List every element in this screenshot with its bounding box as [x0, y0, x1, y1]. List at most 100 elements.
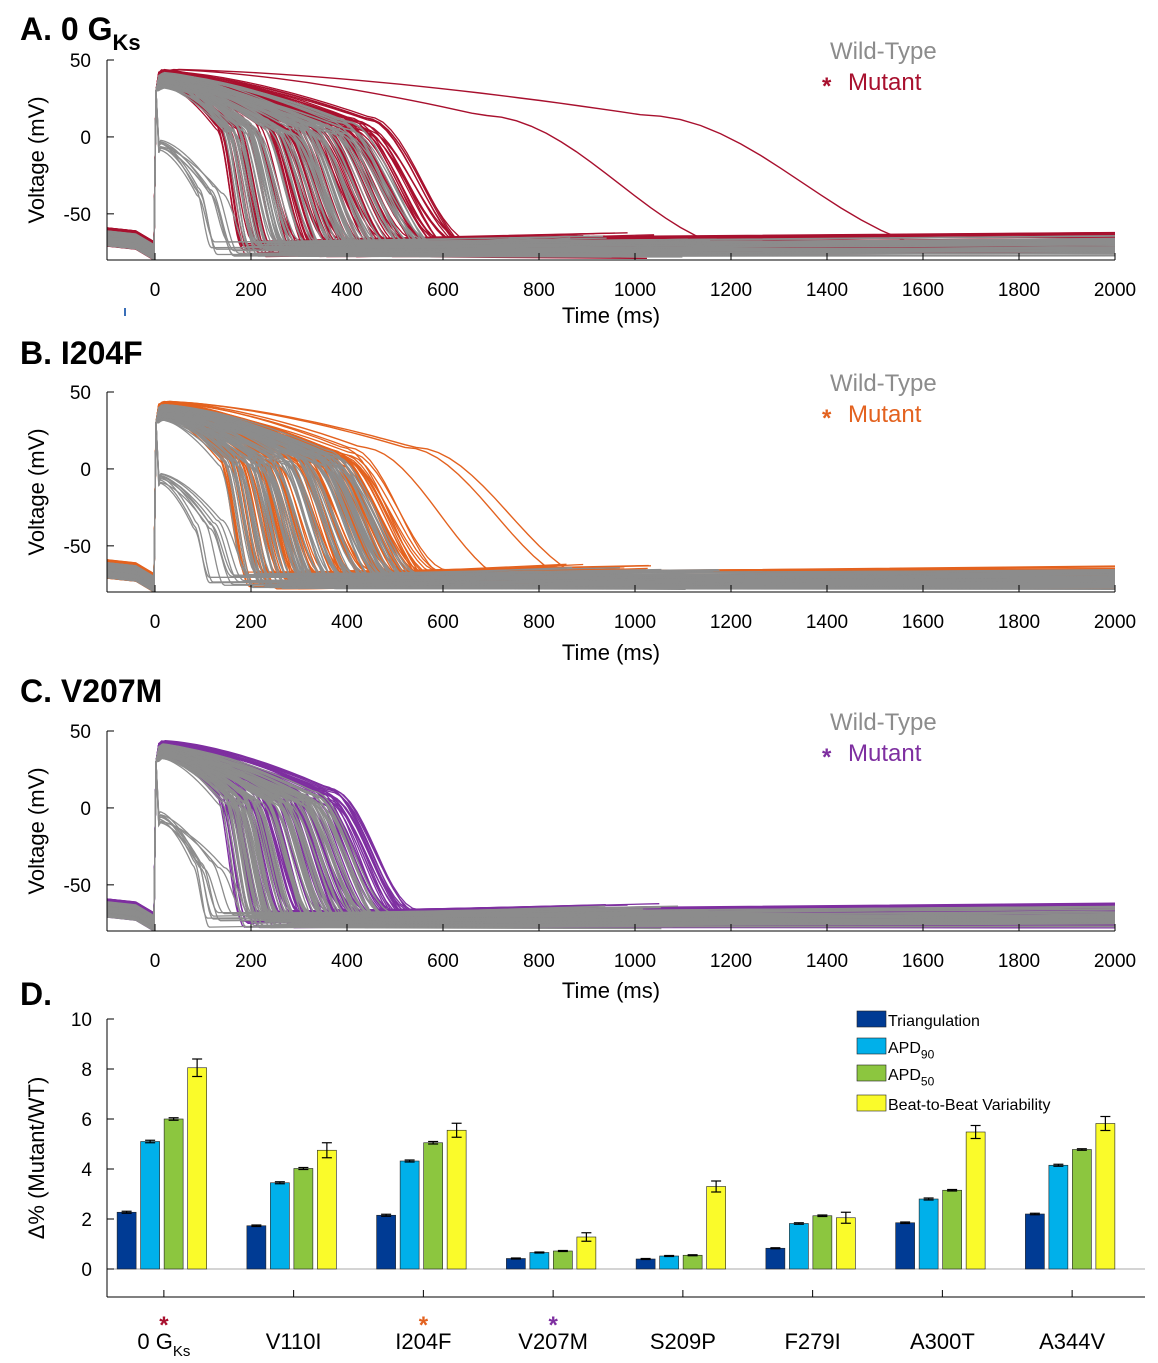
legend-label: Beat-to-Beat Variability — [888, 1097, 1050, 1114]
bar-group — [246, 1142, 337, 1270]
bar-group — [116, 1058, 207, 1270]
legend-swatch — [856, 1037, 887, 1055]
panel-label: C. V207M — [20, 673, 162, 709]
category-star: * — [548, 1312, 558, 1339]
legend-mutant: Mutant — [848, 69, 922, 96]
wildtype-trace — [107, 754, 1115, 927]
x-tick-label: 1400 — [806, 612, 848, 633]
mutant-trace — [107, 401, 623, 583]
x-tick-label-main: S209P — [650, 1329, 716, 1354]
x-tick-label: 1400 — [806, 951, 848, 972]
wildtype-trace — [107, 744, 1115, 924]
wildtype-trace — [107, 90, 617, 255]
wildtype-trace — [107, 746, 1115, 927]
y-axis-label: Δ% (Mutant/WT) — [24, 1077, 49, 1240]
x-axis-label: Time (ms) — [562, 303, 660, 328]
wildtype-trace — [107, 71, 1115, 253]
y-tick-label: 4 — [81, 1160, 92, 1181]
bar — [187, 1067, 207, 1270]
x-tick-label: 400 — [331, 612, 363, 633]
y-tick-label: -50 — [64, 876, 91, 897]
panel-label-main: A. 0 G — [20, 11, 112, 47]
bar-group — [895, 1124, 986, 1270]
wildtype-trace — [107, 81, 1115, 248]
mutant-outlier-trace — [107, 400, 1115, 588]
bar — [553, 1250, 573, 1270]
x-tick-label: 1000 — [614, 280, 656, 301]
wildtype-trace — [107, 422, 1115, 582]
x-axis-label: Time (ms) — [562, 640, 660, 665]
x-tick-label: 200 — [235, 612, 267, 633]
x-tick-label: 0 — [150, 280, 161, 301]
wildtype-trace — [107, 757, 668, 925]
x-tick-label: 2000 — [1094, 951, 1136, 972]
legend-label: Triangulation — [888, 1013, 980, 1030]
wildtype-trace — [107, 79, 672, 260]
x-tick-label: 1200 — [710, 951, 752, 972]
wildtype-trace — [107, 78, 591, 251]
legend: Wild-Type * Mutant — [822, 370, 937, 432]
x-tick-label: 1200 — [710, 612, 752, 633]
wildtype-trace — [107, 751, 708, 921]
x-tick-label: 0 — [150, 951, 161, 972]
bar-group — [376, 1122, 467, 1270]
wildtype-trace — [107, 761, 1115, 920]
legend-star: * — [822, 405, 832, 432]
bar — [529, 1252, 550, 1270]
bar — [942, 1189, 962, 1270]
y-tick-label: 0 — [80, 460, 91, 481]
y-tick-label: 8 — [81, 1060, 92, 1081]
wildtype-trace — [107, 745, 1115, 925]
wildtype-trace — [107, 80, 1115, 260]
x-tick-label: 1400 — [806, 280, 848, 301]
x-tick-label-main: 0 G — [137, 1329, 172, 1354]
wildtype-trace — [107, 404, 682, 585]
wildtype-trace — [107, 422, 692, 580]
legend-label-main: Triangulation — [888, 1013, 980, 1030]
y-tick-label: 6 — [81, 1110, 92, 1131]
x-axis-label: Time (ms) — [562, 978, 660, 1003]
wildtype-trace — [107, 422, 1115, 580]
legend-swatch — [856, 1064, 887, 1082]
bar — [446, 1129, 467, 1270]
traces — [107, 68, 1115, 260]
wildtype-trace — [107, 74, 1115, 260]
wildtype-trace — [107, 761, 691, 925]
x-tick-label: 1000 — [614, 951, 656, 972]
legend-label-main: APD — [888, 1067, 921, 1084]
panel-label-main: C. V207M — [20, 673, 162, 709]
panel-label-sub: Ks — [112, 30, 140, 55]
x-tick-label: 1800 — [998, 280, 1040, 301]
x-tick-label: A344V — [1039, 1329, 1105, 1354]
bar — [836, 1217, 856, 1270]
y-tick-label: 0 — [80, 799, 91, 820]
x-tick-label: 600 — [427, 612, 459, 633]
bar — [1025, 1213, 1045, 1270]
bar — [163, 1118, 184, 1270]
x-tick-label-main: A344V — [1039, 1329, 1105, 1354]
y-tick-label: 50 — [70, 722, 91, 743]
bar — [116, 1211, 137, 1270]
x-tick-label: A300T — [910, 1329, 975, 1354]
wildtype-trace — [107, 761, 716, 928]
wildtype-trace — [107, 77, 665, 259]
x-tick-label: V110I — [266, 1329, 322, 1354]
bar — [293, 1168, 314, 1270]
legend-wildtype: Wild-Type — [830, 709, 937, 736]
bar — [789, 1223, 809, 1270]
bar — [812, 1215, 833, 1270]
bar — [918, 1198, 939, 1270]
wildtype-trace — [107, 756, 709, 927]
bar-group — [1025, 1115, 1116, 1270]
bar — [246, 1225, 267, 1270]
x-tick-label-main: V207M — [518, 1329, 588, 1354]
bar — [376, 1214, 396, 1270]
legend-label-sub: 90 — [921, 1047, 935, 1061]
wildtype-trace — [107, 406, 1115, 592]
bar — [140, 1141, 160, 1270]
wildtype-trace — [107, 90, 679, 247]
wildtype-trace — [107, 422, 588, 581]
x-tick-label: 1600 — [902, 280, 944, 301]
